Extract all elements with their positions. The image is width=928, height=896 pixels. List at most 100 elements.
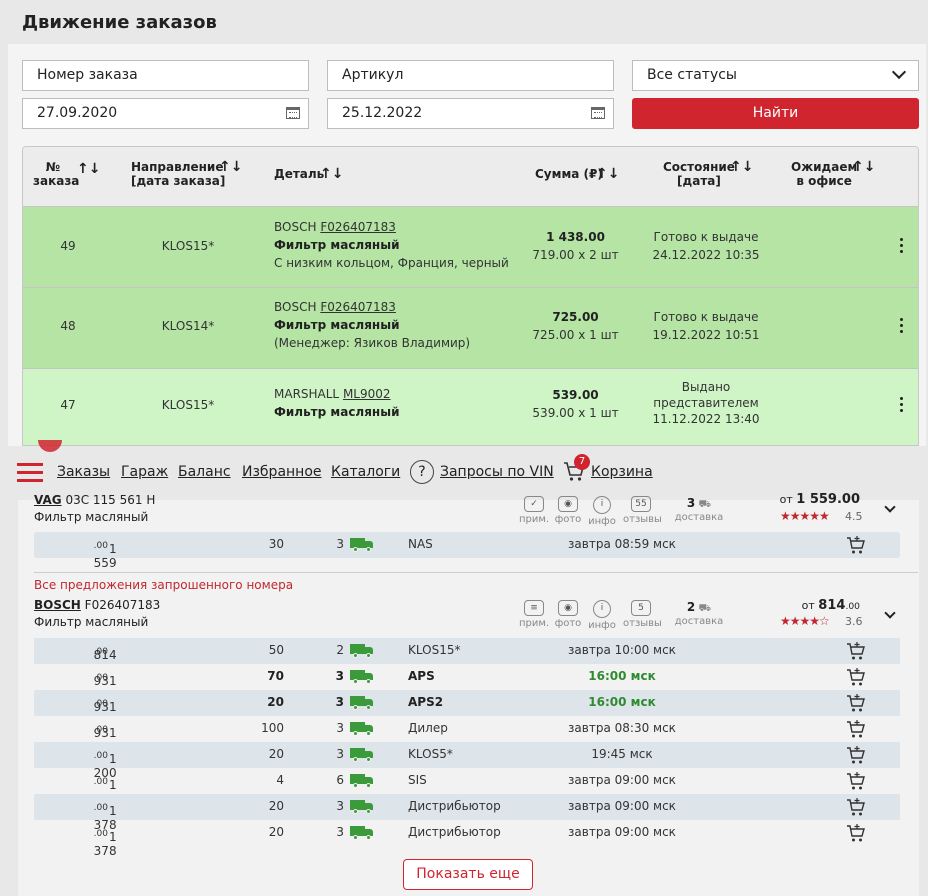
offer-row[interactable]: 1 378.00 20 3 Дистрибьютор завтра 09:00 мск xyxy=(34,794,900,832)
offer-row[interactable]: 931.00 70 3 APS 16:00 мск xyxy=(34,664,900,690)
product-title: VAG 03C 115 561 H xyxy=(34,493,156,507)
offer-days: 6 xyxy=(336,773,344,787)
hamburger-menu-icon[interactable] xyxy=(17,463,43,487)
part-code-link[interactable]: F026407183 xyxy=(320,300,396,314)
delivery-stat[interactable]: 3 ⛟ доставка xyxy=(674,496,724,523)
delivery-stat[interactable]: 2 ⛟ доставка xyxy=(674,600,724,627)
more-menu-icon[interactable] xyxy=(900,397,904,415)
photo-stat[interactable]: ◉ фото xyxy=(550,600,586,629)
nav-orders[interactable]: Заказы xyxy=(57,464,111,480)
nav-vin-requests[interactable]: Запросы по VIN xyxy=(440,464,554,480)
min-price: от 1 559.00 xyxy=(779,492,860,507)
sort-icon[interactable]: ↑↓ xyxy=(219,159,243,175)
truck-icon xyxy=(350,696,374,710)
add-to-cart-icon[interactable] xyxy=(846,535,866,555)
order-detail: BOSCH F026407183 Фильтр масляный (Менедж… xyxy=(274,300,471,350)
info-stat[interactable]: i инфо xyxy=(584,600,620,631)
sort-icon[interactable]: ↑↓ xyxy=(730,159,754,175)
nav-favorites[interactable]: Избранное xyxy=(242,464,322,480)
more-menu-icon[interactable] xyxy=(900,318,904,336)
order-detail: MARSHALL ML9002 Фильтр масляный xyxy=(274,387,400,419)
offer-supplier: Дистрибьютор xyxy=(408,799,501,813)
offer-price: 931.00 xyxy=(93,673,117,688)
offer-supplier: KLOS5* xyxy=(408,747,453,761)
offer-row[interactable]: 814.00 50 2 KLOS15* завтра 10:00 мск xyxy=(34,638,900,664)
calendar-icon[interactable] xyxy=(286,107,300,119)
sort-icon[interactable]: ↑↓ xyxy=(77,161,101,177)
sort-icon[interactable]: ↑↓ xyxy=(852,159,876,175)
header-wait[interactable]: Ожидаем в офисе xyxy=(791,160,858,188)
truck-outline-icon: ⛟ xyxy=(698,603,712,614)
order-number-input[interactable]: Номер заказа xyxy=(22,60,309,91)
question-icon[interactable]: ? xyxy=(410,460,434,484)
product-name: Фильтр масляный xyxy=(34,615,149,629)
calendar-icon[interactable] xyxy=(591,107,605,119)
info-stat[interactable]: i инфо xyxy=(584,496,620,527)
order-direction: KLOS14* xyxy=(161,319,215,333)
nav-garage[interactable]: Гараж xyxy=(121,464,169,480)
all-offers-note: Все предложения запрошенного номера xyxy=(34,578,294,592)
chevron-down-icon[interactable] xyxy=(884,501,896,513)
add-to-cart-icon[interactable] xyxy=(846,719,866,739)
part-code-link[interactable]: F026407183 xyxy=(320,220,396,234)
offer-row[interactable]: 931.00 20 3 APS2 16:00 мск xyxy=(34,690,900,716)
page-title: Движение заказов xyxy=(22,12,217,33)
add-to-cart-icon[interactable] xyxy=(846,693,866,713)
offer-supplier: APS xyxy=(408,669,435,683)
reviews-stat[interactable]: 5 отзывы xyxy=(623,600,662,629)
find-button[interactable]: Найти xyxy=(632,98,919,129)
truck-icon xyxy=(350,538,374,552)
header-state[interactable]: Состояние [дата] xyxy=(663,160,735,188)
sort-icon[interactable]: ↑↓ xyxy=(596,166,620,182)
nav-catalogs[interactable]: Каталоги xyxy=(331,464,401,480)
offer-time: завтра 08:30 мск xyxy=(568,721,676,735)
offer-row[interactable]: 931.00 100 3 Дилер завтра 08:30 мск xyxy=(34,716,900,742)
offer-row[interactable]: 1 254.00 4 6 SIS завтра 09:00 мск xyxy=(34,768,900,806)
header-detail[interactable]: Деталь xyxy=(274,167,325,181)
header-direction[interactable]: Направление [дата заказа] xyxy=(131,160,226,188)
add-to-cart-icon[interactable] xyxy=(846,771,866,791)
offer-row[interactable]: 1 559.00 30 3 NAS завтра 08:59 мск xyxy=(34,532,900,570)
offer-price: 931.00 xyxy=(93,699,117,714)
show-more-button[interactable]: Показать еще xyxy=(403,859,533,890)
table-row[interactable]: 49 KLOS15* BOSCH F026407183 Фильтр масля… xyxy=(23,206,918,287)
reviews-stat[interactable]: 55 отзывы xyxy=(623,496,662,525)
offer-row[interactable]: 1 200.00 20 3 KLOS5* 19:45 мск xyxy=(34,742,900,780)
nav-balance[interactable]: Баланс xyxy=(178,464,231,480)
sort-icon[interactable]: ↑↓ xyxy=(320,166,344,182)
offer-time: завтра 09:00 мск xyxy=(568,799,676,813)
offer-qty: 70 xyxy=(267,669,284,683)
header-sum[interactable]: Сумма (₽) xyxy=(535,167,603,181)
add-to-cart-icon[interactable] xyxy=(846,641,866,661)
add-to-cart-icon[interactable] xyxy=(846,823,866,843)
article-input[interactable]: Артикул xyxy=(327,60,614,91)
rating-stars: ★★★★★ xyxy=(780,509,830,523)
table-row[interactable]: 47 KLOS15* MARSHALL ML9002 Фильтр маслян… xyxy=(23,368,918,445)
offer-qty: 20 xyxy=(268,747,284,761)
header-num[interactable]: № заказа xyxy=(33,160,80,188)
offer-row[interactable]: 1 378.00 20 3 Дистрибьютор завтра 09:00 мск xyxy=(34,820,900,858)
prim-stat[interactable]: ✓ прим. xyxy=(516,496,552,525)
date-to-input[interactable]: 25.12.2022 xyxy=(327,98,614,129)
add-to-cart-icon[interactable] xyxy=(846,797,866,817)
scroll-indicator xyxy=(38,440,62,452)
more-menu-icon[interactable] xyxy=(900,238,904,256)
nav-cart[interactable]: Корзина xyxy=(591,464,653,480)
photo-stat[interactable]: ◉ фото xyxy=(550,496,586,525)
order-direction: KLOS15* xyxy=(161,239,215,253)
camera-icon: ◉ xyxy=(558,600,578,616)
part-code-link[interactable]: ML9002 xyxy=(342,387,391,401)
offer-qty: 20 xyxy=(268,825,284,839)
offer-days: 3 xyxy=(336,721,344,735)
chevron-down-icon[interactable] xyxy=(884,607,896,619)
offer-supplier: APS2 xyxy=(408,695,444,709)
date-from-input[interactable]: 27.09.2020 xyxy=(22,98,309,129)
status-select[interactable]: Все статусы xyxy=(632,60,919,91)
add-to-cart-icon[interactable] xyxy=(846,667,866,687)
table-row[interactable]: 48 KLOS14* BOSCH F026407183 Фильтр масля… xyxy=(23,287,918,368)
truck-icon xyxy=(350,644,374,658)
add-to-cart-icon[interactable] xyxy=(846,745,866,765)
order-state: Выдано представителем 11.12.2022 13:40 xyxy=(652,380,760,426)
prim-stat[interactable]: ≡ прим. xyxy=(516,600,552,629)
offer-time: 19:45 мск xyxy=(591,747,653,761)
